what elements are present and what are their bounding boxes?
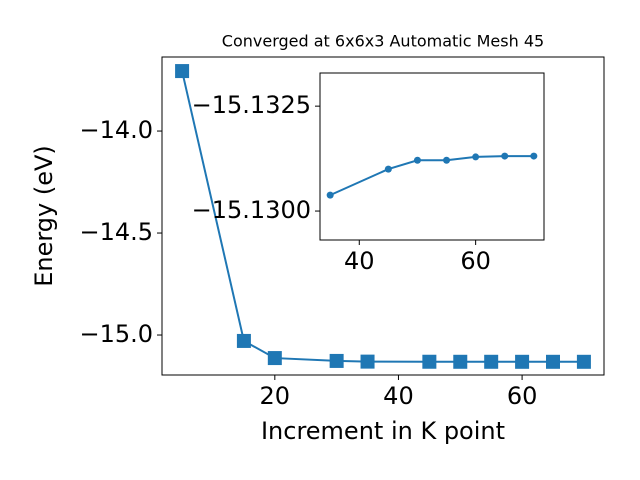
marker: [515, 354, 530, 369]
marker: [484, 354, 499, 369]
x-tick-label: 60: [507, 382, 538, 410]
marker: [472, 153, 480, 161]
marker: [329, 353, 344, 368]
marker: [576, 354, 591, 369]
marker: [443, 156, 451, 164]
y-tick-label: −15.1325: [192, 91, 311, 119]
x-tick-label: 40: [344, 247, 375, 275]
y-tick-label: −14.5: [79, 218, 153, 246]
x-tick-label: 40: [383, 382, 414, 410]
y-axis-label: Energy (eV): [30, 145, 58, 287]
y-tick-label: −14.0: [79, 116, 153, 144]
marker: [175, 64, 190, 79]
marker: [326, 191, 334, 199]
marker: [453, 354, 468, 369]
x-axis-label: Increment in K point: [261, 417, 505, 445]
y-tick-label: −15.1300: [192, 196, 311, 224]
marker: [384, 165, 392, 173]
y-tick-label: −15.0: [79, 320, 153, 348]
x-tick-label: 20: [260, 382, 291, 410]
marker: [360, 354, 375, 369]
chart-title: Converged at 6x6x3 Automatic Mesh 45: [222, 32, 544, 51]
x-tick-label: 60: [460, 247, 491, 275]
marker: [236, 333, 251, 348]
marker: [546, 354, 560, 369]
marker: [501, 152, 509, 160]
marker: [422, 354, 437, 369]
marker: [267, 351, 282, 366]
marker: [530, 152, 538, 160]
marker: [413, 156, 421, 164]
